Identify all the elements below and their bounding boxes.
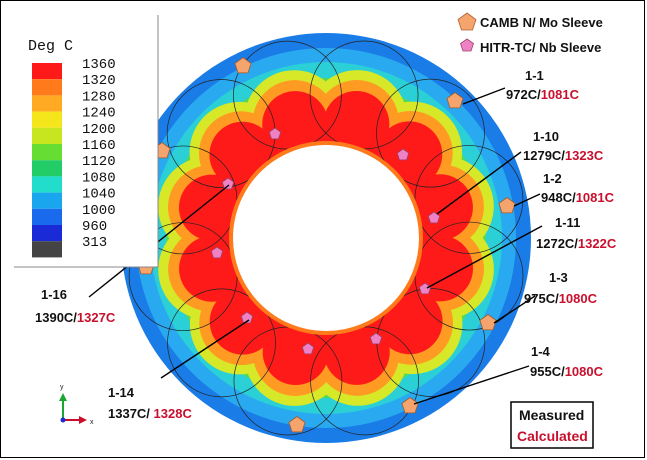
callout-1-3-id: 1-3 <box>549 270 568 285</box>
central-bore <box>233 145 419 331</box>
camb-thermocouple-marker <box>479 314 497 331</box>
colorbar-swatch <box>32 225 62 242</box>
callout-labels: 1-1 972C/1081C 1-10 1279C/1323C 1-2 948C… <box>35 68 617 421</box>
leader-line <box>513 193 541 207</box>
pin-cell-outline <box>167 288 276 398</box>
hitr-thermocouple-marker <box>268 127 282 140</box>
leader-line <box>413 365 530 405</box>
colorbar-level-label: 1200 <box>82 122 116 138</box>
callout-1-4-id: 1-4 <box>531 344 551 359</box>
callout-1-14-id: 1-14 <box>108 385 135 400</box>
hitr-thermocouple-marker <box>369 332 383 345</box>
callout-1-10-values: 1279C/1323C <box>523 148 604 163</box>
colorbar-level-label: 1040 <box>82 187 116 203</box>
axis-triad: y x <box>59 384 94 426</box>
hitr-thermocouple-marker <box>396 148 410 161</box>
callout-1-11-id: 1-11 <box>555 215 580 230</box>
leader-line <box>426 225 543 289</box>
leader-line <box>436 151 522 215</box>
colorbar-swatch <box>32 176 62 193</box>
axis-x-label: x <box>90 419 94 426</box>
hitr-thermocouple-marker <box>240 311 254 324</box>
hitr-thermocouple-marker <box>210 246 224 259</box>
callout-1-4-values: 955C/1080C <box>530 364 604 379</box>
colorbar-swatch <box>32 95 62 112</box>
leader-line <box>493 295 536 324</box>
camb-marker-icon <box>457 12 477 31</box>
marker-key: CAMB N/ Mo Sleeve HITR-TC/ Nb Sleeve <box>457 12 603 55</box>
callout-1-2-values: 948C/1081C <box>541 190 615 205</box>
callout-1-16-values: 1390C/1327C <box>35 310 116 325</box>
callout-1-11-values: 1272C/1322C <box>536 236 617 251</box>
colorbar-swatch <box>32 192 62 209</box>
colorbar-level-label: 1120 <box>82 154 116 170</box>
colorbar-swatch <box>32 79 62 96</box>
colorbar-level-label: 960 <box>82 219 107 235</box>
colorbar-swatches: 1360132012801240120011601120108010401000… <box>32 57 116 258</box>
colorbar-level-label: 1360 <box>82 57 116 73</box>
leader-line <box>160 319 250 379</box>
legend-calculated-label: Calculated <box>517 428 588 444</box>
axis-y-label: y <box>60 384 64 391</box>
measured-calculated-legend: Measured Calculated <box>510 401 594 449</box>
camb-thermocouple-marker <box>288 416 306 433</box>
hitr-marker-icon <box>460 38 474 52</box>
callout-1-1-values: 972C/1081C <box>506 87 580 102</box>
leader-lines <box>88 87 543 405</box>
colorbar-level-label: 1080 <box>82 170 116 186</box>
colorbar: Deg C 1360132012801240120011601120108010… <box>14 15 159 268</box>
colorbar-swatch <box>32 241 62 258</box>
camb-thermocouple-marker <box>498 197 516 214</box>
camb-thermocouple-marker <box>446 92 464 109</box>
hitr-thermocouple-marker <box>221 177 235 190</box>
hitr-key-label: HITR-TC/ Nb Sleeve <box>480 40 601 55</box>
colorbar-swatch <box>32 127 62 144</box>
camb-thermocouple-marker <box>234 57 252 74</box>
leader-line <box>88 184 230 298</box>
colorbar-swatch <box>32 144 62 161</box>
pin-cell-outline <box>376 78 485 188</box>
colorbar-level-label: 313 <box>82 235 107 251</box>
legend-measured-label: Measured <box>519 407 584 423</box>
callout-1-14-values: 1337C/ 1328C <box>108 406 192 421</box>
callout-1-10-id: 1-10 <box>533 129 559 144</box>
callout-1-3-values: 975C/1080C <box>524 291 598 306</box>
colorbar-level-label: 1280 <box>82 89 116 105</box>
colorbar-level-label: 1000 <box>82 203 116 219</box>
hitr-thermocouple-marker <box>301 342 315 355</box>
colorbar-level-label: 1320 <box>82 73 116 89</box>
callout-1-2-id: 1-2 <box>543 171 562 186</box>
hitr-thermocouple-marker <box>427 211 441 224</box>
callout-1-16-id: 1-16 <box>41 287 67 302</box>
colorbar-title: Deg C <box>28 38 73 55</box>
colorbar-swatch <box>32 63 62 80</box>
colorbar-level-label: 1240 <box>82 106 116 122</box>
temperature-ring <box>121 33 531 443</box>
colorbar-level-label: 1160 <box>82 138 116 154</box>
colorbar-swatch <box>32 160 62 177</box>
colorbar-swatch <box>32 111 62 128</box>
camb-key-label: CAMB N/ Mo Sleeve <box>480 15 603 30</box>
leader-line <box>462 87 506 105</box>
colorbar-swatch <box>32 208 62 225</box>
callout-1-1-id: 1-1 <box>525 68 544 83</box>
